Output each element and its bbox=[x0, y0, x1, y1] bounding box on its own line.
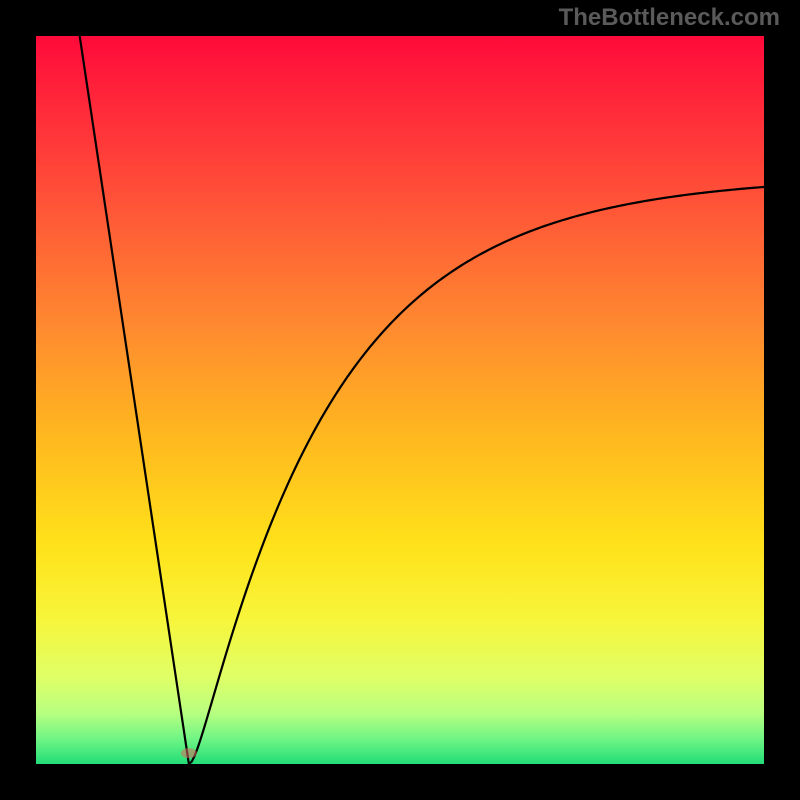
chart-plot-area bbox=[36, 36, 764, 764]
notch-marker bbox=[181, 748, 197, 758]
frame-border-left bbox=[0, 0, 36, 800]
curve-path bbox=[80, 36, 764, 764]
frame-border-right bbox=[764, 0, 800, 800]
frame-border-bottom bbox=[0, 764, 800, 800]
watermark-text: TheBottleneck.com bbox=[559, 4, 780, 32]
bottleneck-curve bbox=[36, 36, 764, 764]
